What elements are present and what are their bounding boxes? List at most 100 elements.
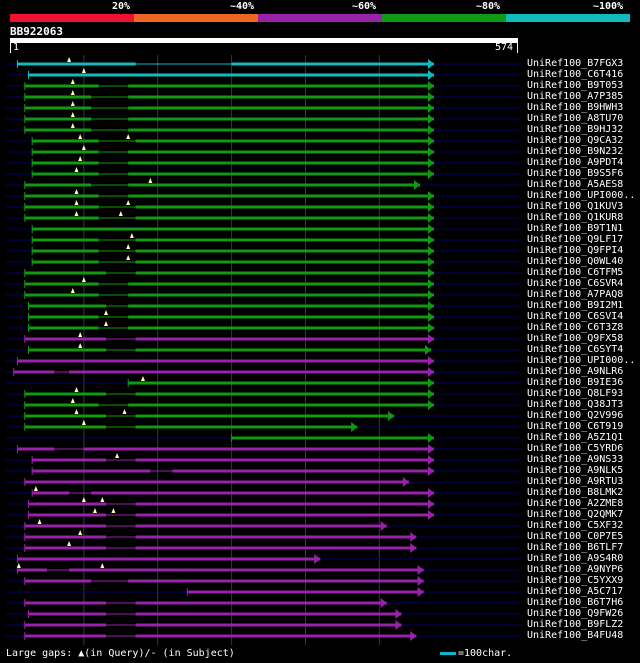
hit-label[interactable]: UniRef100_Q9FW26 — [527, 608, 624, 619]
legend-segment-60 — [258, 14, 382, 22]
hit-label[interactable]: UniRef100_Q1KUR8 — [527, 212, 624, 223]
hit-end-arrow — [380, 521, 387, 531]
hit-end-arrow — [428, 158, 434, 168]
hit-label[interactable]: UniRef100_Q8LF93 — [527, 388, 624, 399]
hit-label[interactable]: UniRef100_A5Z1Q1 — [527, 432, 624, 443]
hit-label[interactable]: UniRef100_A9RTU3 — [527, 476, 624, 487]
hit-end-arrow — [428, 136, 434, 146]
query-gap-marker — [74, 167, 79, 172]
hit-label[interactable]: UniRef100_A9NS33 — [527, 454, 624, 465]
hit-end-arrow — [380, 598, 387, 608]
query-gap-marker — [74, 387, 79, 392]
hit-label[interactable]: UniRef100_A9PDT4 — [527, 157, 624, 168]
hit-segment — [135, 458, 435, 462]
query-gap-marker — [74, 189, 79, 194]
large-gaps-legend: Large gaps: ▲(in Query)/- (in Subject) — [6, 648, 235, 659]
hit-segment — [17, 447, 55, 451]
hit-label[interactable]: UniRef100_A9NLR6 — [527, 366, 624, 377]
hit-label[interactable]: UniRef100_C5YRD6 — [527, 443, 624, 454]
hit-label[interactable]: UniRef100_C6TFM5 — [527, 267, 624, 278]
hit-label[interactable]: UniRef100_Q9CA32 — [527, 135, 624, 146]
hit-segment — [128, 95, 434, 99]
hit-label[interactable]: UniRef100_B9I2M1 — [527, 300, 624, 311]
hit-label[interactable]: UniRef100_A9S4R0 — [527, 553, 624, 564]
hit-segment — [69, 568, 424, 572]
hit-label[interactable]: UniRef100_B9S5F6 — [527, 168, 624, 179]
hit-segment — [135, 513, 435, 517]
hit-label[interactable]: UniRef100_A7P385 — [527, 91, 624, 102]
query-gap-marker — [67, 57, 72, 62]
hit-label[interactable]: UniRef100_C6SVR4 — [527, 278, 624, 289]
query-gap-marker — [70, 101, 75, 106]
hit-segment — [135, 414, 395, 418]
hit-label[interactable]: UniRef100_B4FU48 — [527, 630, 624, 641]
hit-label[interactable]: UniRef100_A7PAQ8 — [527, 289, 624, 300]
hit-label[interactable]: UniRef100_A5C717 — [527, 586, 624, 597]
hit-segment — [187, 590, 424, 594]
hit-segment — [24, 183, 92, 187]
hit-segment — [128, 117, 434, 121]
query-gap-marker — [78, 156, 83, 161]
hit-label[interactable]: UniRef100_C6T919 — [527, 421, 624, 432]
hit-label[interactable]: UniRef100_A9NLK5 — [527, 465, 624, 476]
hit-label[interactable]: UniRef100_UPI000.. — [527, 190, 636, 201]
hit-segment — [83, 447, 434, 451]
hit-segment — [231, 436, 434, 440]
query-gap-marker — [126, 134, 131, 139]
hit-label[interactable]: UniRef100_C0P7E5 — [527, 531, 624, 542]
hit-label[interactable]: UniRef100_Q1KUV3 — [527, 201, 624, 212]
hit-label[interactable]: UniRef100_Q9LF17 — [527, 234, 624, 245]
hit-label[interactable]: UniRef100_B6T7H6 — [527, 597, 624, 608]
query-gap-marker — [78, 134, 83, 139]
hit-label[interactable]: UniRef100_A8TU70 — [527, 113, 624, 124]
hit-label[interactable]: UniRef100_Q9FPI4 — [527, 245, 624, 256]
hit-segment — [17, 568, 47, 572]
hit-label[interactable]: UniRef100_B9HWH3 — [527, 102, 624, 113]
scale-legend: =100char. — [440, 648, 512, 659]
hit-label[interactable]: UniRef100_A5AES8 — [527, 179, 624, 190]
hit-segment — [135, 271, 435, 275]
hit-label[interactable]: UniRef100_B7FGX3 — [527, 58, 624, 69]
hit-label[interactable]: UniRef100_Q2QMK7 — [527, 509, 624, 520]
hit-end-arrow — [428, 433, 434, 443]
hit-segment — [24, 271, 107, 275]
hit-label[interactable]: UniRef100_C6SYT4 — [527, 344, 624, 355]
hit-label[interactable]: UniRef100_A2ZME8 — [527, 498, 624, 509]
hit-label[interactable]: UniRef100_B6TLF7 — [527, 542, 624, 553]
hit-label[interactable]: UniRef100_Q2V996 — [527, 410, 624, 421]
query-gap-marker — [115, 453, 120, 458]
hit-label[interactable]: UniRef100_Q9FX58 — [527, 333, 624, 344]
hit-end-arrow — [395, 620, 402, 630]
query-gap-marker — [78, 332, 83, 337]
hit-label[interactable]: UniRef100_B9HJ32 — [527, 124, 624, 135]
hit-label[interactable]: UniRef100_A9NYP6 — [527, 564, 624, 575]
hit-segment — [24, 194, 99, 198]
hit-label[interactable]: UniRef100_B9N232 — [527, 146, 624, 157]
hit-label[interactable]: UniRef100_B9T1N1 — [527, 223, 624, 234]
hit-label[interactable]: UniRef100_C5YXX9 — [527, 575, 624, 586]
hit-label[interactable]: UniRef100_C6T416 — [527, 69, 624, 80]
hit-segment — [128, 304, 434, 308]
hit-label[interactable]: UniRef100_B9IE36 — [527, 377, 624, 388]
hit-segment — [28, 513, 107, 517]
query-gap-marker — [70, 398, 75, 403]
hit-label[interactable]: UniRef100_C6SVI4 — [527, 311, 624, 322]
hit-segment — [135, 249, 435, 253]
hit-label[interactable]: UniRef100_C5XF32 — [527, 520, 624, 531]
hit-label[interactable]: UniRef100_Q38JT3 — [527, 399, 624, 410]
hit-segment — [24, 403, 99, 407]
hit-label[interactable]: UniRef100_UPI000.. — [527, 355, 636, 366]
hit-label[interactable]: UniRef100_B8LMK2 — [527, 487, 624, 498]
identity-color-scale — [10, 14, 630, 22]
query-gap-marker — [78, 343, 83, 348]
query-gap-marker — [33, 486, 38, 491]
hit-segment — [32, 469, 151, 473]
hit-segment — [28, 73, 435, 77]
hit-end-arrow — [402, 477, 409, 487]
hit-label[interactable]: UniRef100_C6T3Z8 — [527, 322, 624, 333]
hit-end-arrow — [314, 554, 321, 564]
hit-segment — [32, 150, 99, 154]
hit-label[interactable]: UniRef100_B9T053 — [527, 80, 624, 91]
hit-label[interactable]: UniRef100_B9FLZ2 — [527, 619, 624, 630]
hit-label[interactable]: UniRef100_Q0WL40 — [527, 256, 624, 267]
